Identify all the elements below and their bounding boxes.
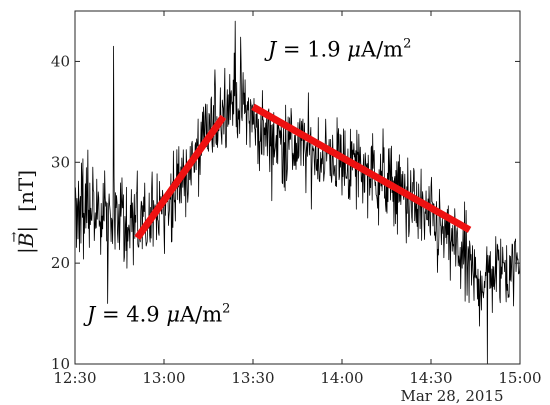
annotation-2-symbol: J <box>83 303 97 327</box>
y-tick-label: 40 <box>51 52 70 70</box>
x-tick-label: 14:30 <box>409 369 452 387</box>
y-tick-label: 30 <box>51 153 70 171</box>
b-vector-arrow: → <box>7 231 22 242</box>
x-tick-label: 14:00 <box>320 369 363 387</box>
x-tick-label: 12:30 <box>53 369 96 387</box>
annotation-1-sup: 2 <box>403 36 411 51</box>
annotation-1-mu: μ <box>347 37 361 61</box>
annotation-2-mu: μ <box>166 303 180 327</box>
date-label: Mar 28, 2015 <box>400 387 503 405</box>
fit-line-1 <box>134 114 227 240</box>
annotation-1-value: = 1.9 <box>276 37 347 61</box>
y-axis-unit: [nT] <box>14 170 38 212</box>
y-axis-symbol: B <box>14 233 38 249</box>
annotation-1-unit: A/m <box>360 37 403 61</box>
y-tick-label: 20 <box>51 254 70 272</box>
plot-frame <box>74 10 521 365</box>
fit-lines <box>134 103 472 240</box>
ticks: 12:30 13:00 13:30 14:00 14:30 15:00 10 20 30 40 <box>51 11 542 387</box>
annotation-2-value: = 4.9 <box>95 303 166 327</box>
y-axis-label: |B| [nT] <box>14 170 39 254</box>
series-line <box>74 20 521 365</box>
y-tick-label: 10 <box>51 355 70 373</box>
annotation-1-symbol: J <box>264 37 278 61</box>
annotation-current-density-2: J = 4.9 μA/m2 <box>83 302 231 327</box>
x-tick-label: 13:00 <box>142 369 185 387</box>
x-tick-label: 13:30 <box>231 369 274 387</box>
x-tick-label: 15:00 <box>498 369 541 387</box>
fit-line-2 <box>251 103 472 233</box>
annotation-current-density-1: J = 1.9 μA/m2 <box>264 36 412 61</box>
y-axis-bar-left: | <box>14 247 39 254</box>
annotation-2-unit: A/m <box>179 303 222 327</box>
y-axis-bar-right: | <box>14 226 39 233</box>
annotation-2-sup: 2 <box>222 302 230 317</box>
series-layer <box>74 20 521 365</box>
